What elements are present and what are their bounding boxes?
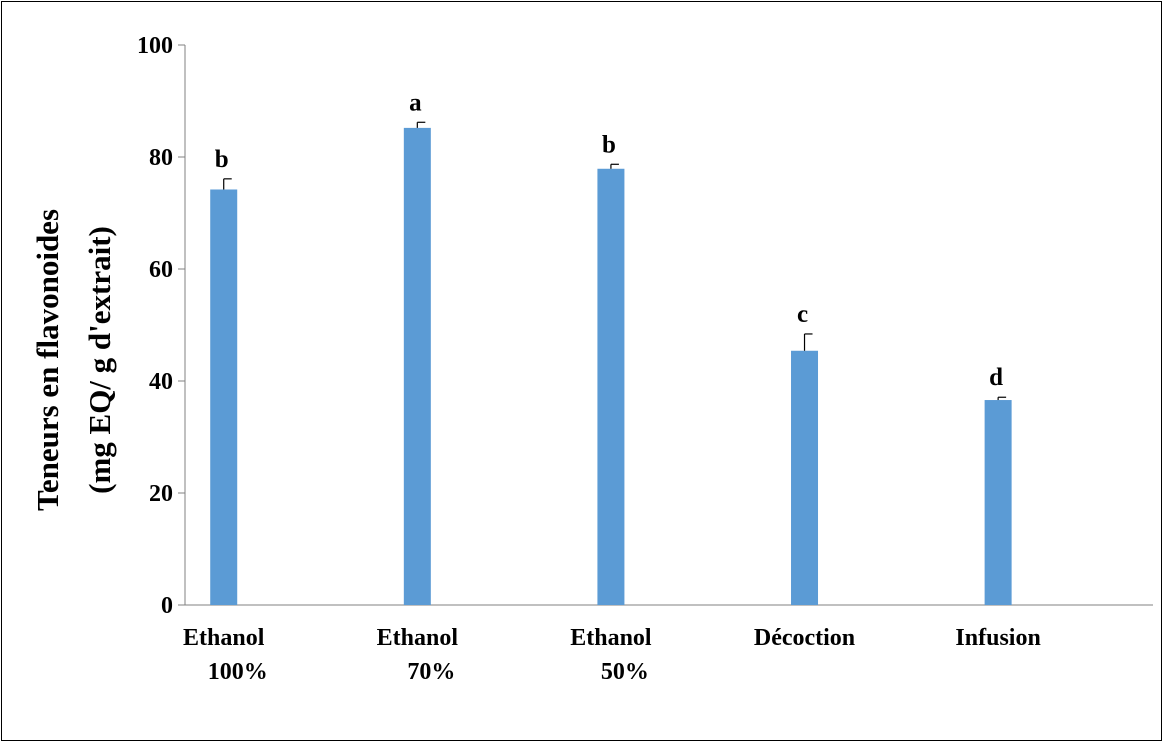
x-category-label: Infusion: [955, 625, 1040, 651]
bar: [791, 350, 819, 605]
x-category-label: Ethanol: [570, 625, 652, 651]
significance-letter: d: [989, 364, 1003, 391]
y-axis-label: Teneurs en flavonoides (mg EQ/ g d'extra…: [30, 209, 117, 511]
bar: [984, 400, 1012, 605]
y-tick-label: 80: [149, 145, 173, 171]
x-category-label: Ethanol: [183, 625, 265, 651]
bar: [403, 127, 431, 605]
y-tick-label: 40: [149, 369, 173, 395]
x-category-label: Décoction: [754, 625, 855, 651]
x-category-label: 100%: [208, 659, 268, 685]
y-axis-label-line-1: Teneurs en flavonoides: [30, 209, 65, 511]
significance-letter: b: [215, 146, 229, 173]
y-axis-label-line-2: (mg EQ/ g d'extrait): [82, 226, 117, 494]
y-tick-label: 0: [161, 593, 173, 619]
x-category-label: Ethanol: [377, 625, 459, 651]
significance-letter: a: [409, 89, 422, 116]
y-tick-label: 20: [149, 481, 173, 507]
bar: [210, 189, 238, 606]
y-tick-label: 60: [149, 257, 173, 283]
significance-letter: b: [602, 131, 616, 158]
x-category-label: 50%: [601, 659, 649, 685]
y-tick-label: 100: [137, 33, 173, 59]
plot-area: 0 20 40 60 80 100 b Ethanol 100% a Ethanol 70% b Etha…: [137, 33, 1153, 685]
bar: [597, 168, 625, 605]
x-category-label: 70%: [407, 659, 455, 685]
significance-letter: c: [797, 301, 808, 328]
